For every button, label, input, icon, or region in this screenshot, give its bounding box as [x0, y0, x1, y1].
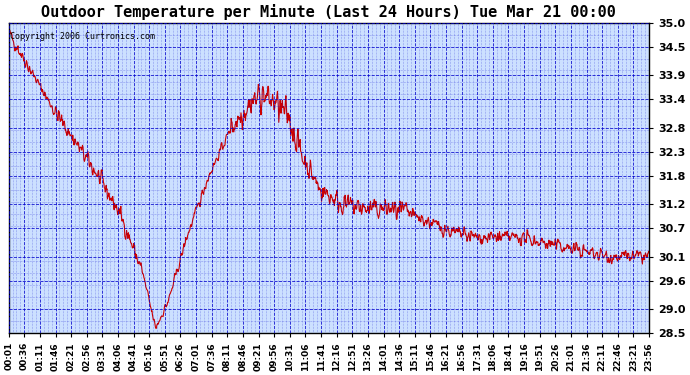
Title: Outdoor Temperature per Minute (Last 24 Hours) Tue Mar 21 00:00: Outdoor Temperature per Minute (Last 24 …	[41, 4, 616, 20]
Text: Copyright 2006 Curtronics.com: Copyright 2006 Curtronics.com	[10, 32, 155, 41]
